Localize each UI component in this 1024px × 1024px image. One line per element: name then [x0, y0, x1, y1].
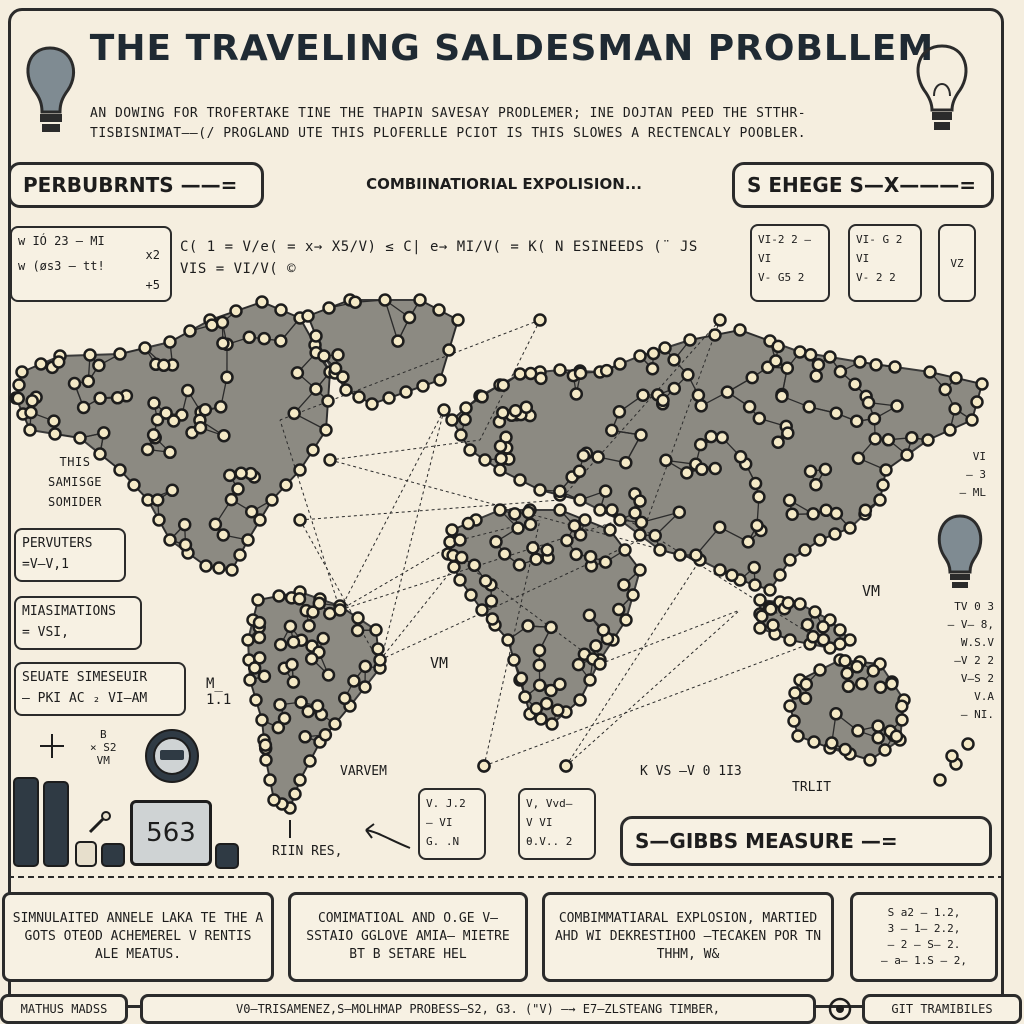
bottom-number-line: — a— 1.S — 2, [880, 954, 968, 967]
main-equation: C( 1 = V/e( = x→ X5/V) ≤ C| e→ MI/V( = K… [180, 239, 698, 277]
right-top-note: VI [972, 450, 986, 463]
minimisations-box: MIASIMATIONS = VSI, [14, 596, 142, 650]
map-label-vm-right: VM [862, 582, 881, 600]
map-label-trlit: TRLIT [792, 780, 832, 795]
right-list-item: TV 0 3 [954, 600, 994, 613]
minimisations-sub: = VSI, [22, 625, 69, 640]
footer-center-text: V0—TRISAMENEZ,S—MOLHMAP PROBESS—S2, G3. … [235, 1002, 721, 1016]
formula-line-2: w (øs3 — tt! [18, 259, 105, 273]
bottom-box-combinatorial: COMIMATIOAL AND O.GE V— SSTAIO GGLOVE AM… [288, 892, 528, 982]
small-matrix-2-line: V, Vvd— [526, 797, 573, 810]
bottom-box-simulated-annealing: SIMNULAITED ANNELE LAKA TE THE A GOTS OT… [2, 892, 274, 982]
permutations-box: PERVUTERS =V—V,1 [14, 528, 126, 582]
bottom-number-line: S a2 — 1.2, [887, 906, 961, 919]
matrix-box-1-line: VI-2 2 — [758, 233, 811, 246]
subtitle-line-1: AN DOWING FOR TROFERTAKE TINE THE THAPIN… [90, 106, 807, 121]
bottom-box-text: SIMNULAITED ANNELE LAKA TE THE A GOTS OT… [12, 911, 264, 962]
simulate-box: SEUATE SIMESEUIR — PKI AC ₂ VI—AM [14, 662, 186, 716]
formula-side-2: +5 [145, 278, 160, 292]
top-left-box-label: PERBUBRNTS ——= [23, 173, 238, 197]
small-matrix-1-line: — VI [426, 816, 453, 829]
left-note-line: SOMIDER [47, 495, 103, 509]
bottom-number-line: 3 — 1— 2.2, [887, 922, 961, 935]
footer-left-text: MATHUS MADSS [20, 1002, 108, 1016]
formula-line-1: w IÓ 23 — MI [18, 234, 105, 248]
gibbs-measure-box: S—GIBBS MEASURE —= [620, 816, 992, 866]
permutations-title: PERVUTERS [22, 536, 93, 551]
bottom-number-line: — 2 — S— 2. [887, 938, 961, 951]
minimisations-title: MIASIMATIONS [22, 604, 116, 619]
page-title: THE TRAVELING SALDESMAN PROBLLEM [89, 28, 935, 69]
simulate-title: SEUATE SIMESEUIR [22, 670, 148, 685]
right-list-item: V—S 2 [960, 672, 994, 685]
footer-right: GIT TRAMIBILES [862, 994, 1022, 1024]
right-list-item: V.A [974, 690, 994, 703]
matrix-box-2-line: VI [856, 252, 870, 265]
right-list-item: — V— 8, [947, 618, 994, 631]
matrix-box-2-line: VI- G 2 [856, 233, 903, 246]
combinatorial-header-text: COMBIINATIORIAL EXPOLISION... [366, 175, 642, 193]
matrix-box-1: VI-2 2 — VI V- G5 2 [750, 224, 830, 302]
right-list: TV 0 3 — V— 8, W.S.V —V 2 2 V—S 2 V.A — … [924, 598, 994, 724]
matrix-box-2: VI- G 2 VI V- 2 2 [848, 224, 922, 302]
top-right-box: S EHEGE S—X———= [732, 162, 994, 208]
matrix-box-2-line: V- 2 2 [856, 271, 896, 284]
footer-right-text: GIT TRAMIBILES [891, 1002, 993, 1016]
right-top-notes: VI — 3 — ML [936, 448, 987, 502]
simulate-sub: — PKI AC ₂ VI—AM [22, 691, 148, 706]
small-matrix-2: V, Vvd— V VI θ.V.. 2 [518, 788, 596, 860]
small-matrix-1-line: G. .N [426, 835, 460, 848]
permutations-sub: =V—V,1 [22, 557, 69, 572]
footer-left: MATHUS MADSS [0, 994, 128, 1024]
left-note-line: SAMISGE [47, 475, 103, 489]
matrix-box-3: VZ [938, 224, 976, 302]
map-label-varvem: VARVEM [340, 764, 387, 779]
small-matrix-1: V. J.2 — VI G. .N [418, 788, 486, 860]
right-list-item: — NI. [960, 708, 994, 721]
bottom-box-numbers: S a2 — 1.2, 3 — 1— 2.2, — 2 — S— 2. — a—… [850, 892, 998, 982]
right-list-item: —V 2 2 [954, 654, 994, 667]
bottom-box-text: COMBIMMATIARAL EXPLOSION, MARTIED AHD WI… [554, 911, 822, 962]
map-label-rin-res: RIIN RES, [272, 844, 343, 859]
top-left-box: PERBUBRNTS ——= [8, 162, 264, 208]
small-matrix-2-line: V VI [526, 816, 553, 829]
map-label-vm: VM [430, 654, 449, 672]
matrix-box-3-line: VZ [950, 256, 964, 270]
top-right-box-label: S EHEGE S—X———= [747, 173, 977, 197]
matrix-box-1-line: VI [758, 252, 772, 265]
map-label-vs: K VS —V 0 1I3 [640, 764, 742, 779]
counter-value: 563 [146, 818, 196, 848]
formula-side-1: x2 [145, 248, 160, 262]
right-top-note: — 3 [966, 468, 986, 481]
footer-center: V0—TRISAMENEZ,S—MOLHMAP PROBESS—S2, G3. … [140, 994, 816, 1024]
matrix-box-1-line: V- G5 2 [758, 271, 805, 284]
gibbs-measure-label: S—GIBBS MEASURE —= [635, 829, 898, 853]
bottom-box-text: COMIMATIOAL AND O.GE V— SSTAIO GGLOVE AM… [306, 911, 510, 962]
right-list-item: W.S.V [960, 636, 994, 649]
right-top-note: — ML [959, 486, 987, 499]
formula-box-left: w IÓ 23 — MI w (øs3 — tt! x2 +5 [10, 226, 172, 302]
divider [8, 876, 1004, 878]
subtitle: AN DOWING FOR TROFERTAKE TINE THE THAPIN… [90, 104, 930, 144]
annotation-m: M_ 1.1 [206, 676, 232, 708]
left-note: THIS SAMISGE SOMIDER [20, 452, 130, 512]
subtitle-line-2: TISBISNIMAT——(/ PROGLAND UTE THIS PLOFER… [90, 126, 807, 141]
counter-display: 563 [130, 800, 212, 866]
bottom-box-explosion: COMBIMMATIARAL EXPLOSION, MARTIED AHD WI… [542, 892, 834, 982]
annotation-b: B × S2 VM [90, 728, 117, 767]
combinatorial-header: COMBIINATIORIAL EXPOLISION... [284, 164, 724, 204]
small-matrix-2-line: θ.V.. 2 [526, 835, 573, 848]
left-note-line: THIS [59, 455, 91, 469]
small-matrix-1-line: V. J.2 [426, 797, 466, 810]
